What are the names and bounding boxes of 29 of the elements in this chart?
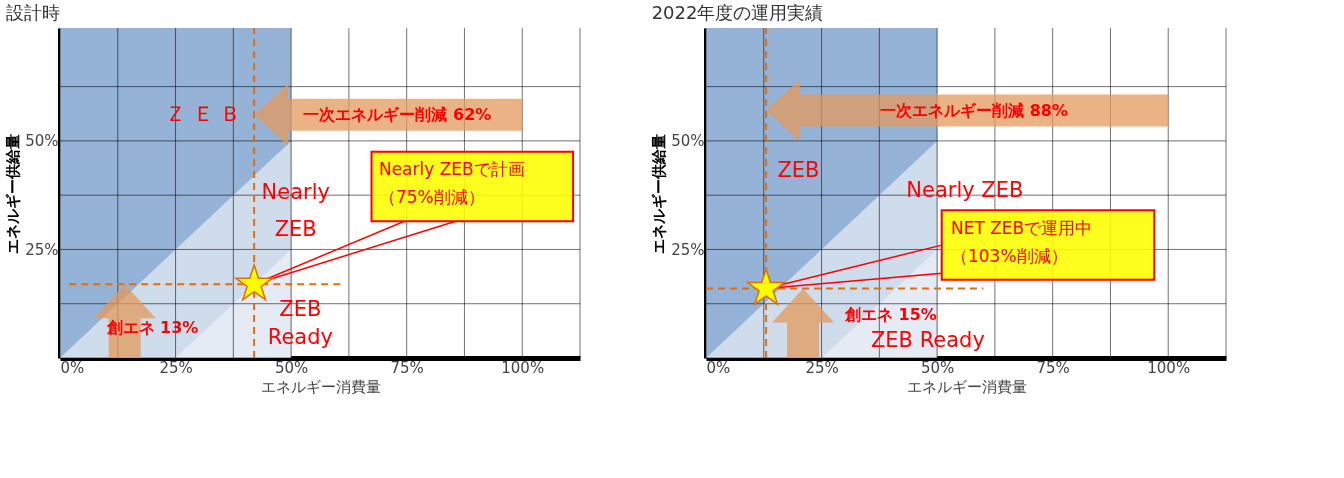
annotation: Ready <box>267 325 333 350</box>
annotation: ZEB <box>279 297 322 322</box>
x-tick-label: 75% <box>390 358 424 377</box>
x-axis-title: エネルギー消費量 <box>260 377 381 396</box>
x-tick-label: 100% <box>501 358 545 377</box>
x-tick-label: 75% <box>1036 358 1070 377</box>
x-tick-label: 0% <box>60 358 85 377</box>
x-axis-title: エネルギー消費量 <box>906 377 1027 396</box>
x-tick-label: 50% <box>274 358 309 377</box>
y-axis-title: エネルギー供給量 <box>650 133 669 254</box>
annotation: Ｚ Ｅ Ｂ <box>165 101 242 126</box>
chart-title: 2022年度の運用実績 <box>651 2 824 23</box>
annotation: 一次エネルギー削減 88% <box>880 100 1069 120</box>
chart-title: 設計時 <box>5 2 60 23</box>
annotation: 創エネ 15% <box>843 304 937 324</box>
x-tick-label: 0% <box>706 358 731 377</box>
x-tick-label: 100% <box>1147 358 1191 377</box>
annotation: ZEB <box>274 216 317 241</box>
annotation: ZEB <box>777 158 820 183</box>
x-tick-label: 25% <box>159 358 193 377</box>
annotation: ZEB Ready <box>870 327 985 352</box>
x-tick-label: 50% <box>920 358 955 377</box>
y-axis-title: エネルギー供給量 <box>4 133 23 254</box>
annotation: Nearly ZEBで計画 <box>378 158 525 179</box>
annotation: Nearly ZEB <box>906 177 1024 202</box>
annotation: （75%削減） <box>378 187 485 208</box>
x-tick-label: 25% <box>805 358 839 377</box>
annotation: 一次エネルギー削減 62% <box>303 104 492 124</box>
annotation: Nearly <box>261 180 330 204</box>
